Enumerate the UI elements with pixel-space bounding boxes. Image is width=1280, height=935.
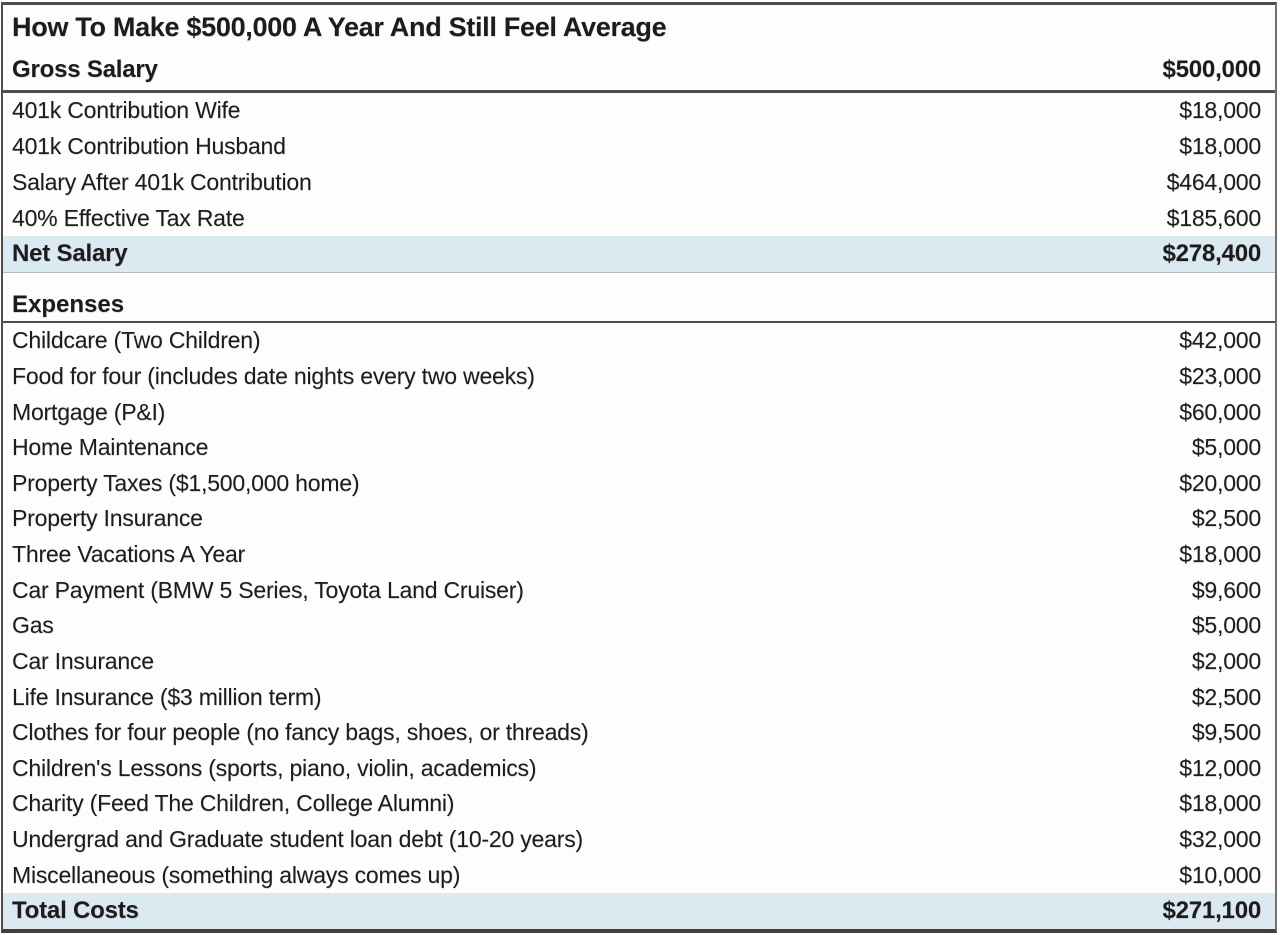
sheet-title: How To Make $500,000 A Year And Still Fe… [3, 5, 1275, 49]
row-value: $42,000 [1179, 327, 1261, 354]
row-value: $500,000 [1162, 55, 1261, 83]
table-row: Salary After 401k Contribution $464,000 [3, 165, 1275, 201]
row-label: Food for four (includes date nights ever… [12, 362, 535, 389]
row-value: $18,000 [1179, 133, 1261, 160]
row-label: Clothes for four people (no fancy bags, … [12, 719, 589, 746]
row-value: $2,000 [1191, 647, 1261, 674]
table-row: Children's Lessons (sports, piano, violi… [3, 751, 1275, 787]
row-value: $5,000 [1191, 434, 1261, 461]
net-salary-row: Net Salary $278,400 [3, 236, 1275, 273]
table-row: Three Vacations A Year $18,000 [3, 537, 1275, 573]
row-label: 40% Effective Tax Rate [12, 204, 245, 231]
table-row: Undergrad and Graduate student loan debt… [3, 822, 1275, 858]
row-value: $18,000 [1179, 541, 1261, 568]
row-label: Property Taxes ($1,500,000 home) [12, 469, 360, 496]
row-value: $32,000 [1179, 826, 1261, 853]
row-label: Salary After 401k Contribution [12, 168, 312, 195]
row-value: $9,500 [1191, 719, 1261, 746]
row-value: $20,000 [1179, 469, 1261, 496]
row-value: $2,500 [1191, 505, 1261, 532]
table-row: 401k Contribution Wife $18,000 [3, 93, 1275, 129]
gross-salary-row: Gross Salary $500,000 [3, 49, 1275, 93]
row-label: Home Maintenance [12, 434, 209, 461]
row-label: 401k Contribution Husband [12, 133, 286, 160]
table-row: Childcare (Two Children) $42,000 [3, 323, 1275, 359]
row-label: Net Salary [12, 240, 128, 267]
row-label: Property Insurance [12, 505, 203, 532]
row-label: Gross Salary [12, 55, 158, 83]
row-label: 401k Contribution Wife [12, 97, 241, 124]
row-label: Charity (Feed The Children, College Alum… [12, 790, 455, 817]
row-value: $18,000 [1179, 790, 1261, 817]
table-row: Car Payment (BMW 5 Series, Toyota Land C… [3, 572, 1275, 608]
table-row: Car Insurance $2,000 [3, 644, 1275, 680]
row-label: Children's Lessons (sports, piano, violi… [12, 754, 537, 781]
row-value: $464,000 [1166, 168, 1262, 195]
row-value: $9,600 [1191, 576, 1261, 603]
table-row: Food for four (includes date nights ever… [3, 359, 1275, 395]
table-row: Home Maintenance $5,000 [3, 430, 1275, 466]
spacer-row [3, 273, 1275, 295]
table-row: Property Taxes ($1,500,000 home) $20,000 [3, 466, 1275, 502]
row-label: Total Costs [12, 897, 139, 924]
section-label: Expenses [12, 291, 125, 318]
expenses-header-row: Expenses [3, 291, 1275, 323]
row-value: $10,000 [1179, 861, 1261, 888]
row-value: $185,600 [1166, 204, 1262, 231]
sheet-title-text: How To Make $500,000 A Year And Still Fe… [12, 11, 667, 42]
row-label: Car Payment (BMW 5 Series, Toyota Land C… [12, 576, 524, 603]
table-row: Miscellaneous (something always comes up… [3, 857, 1275, 893]
row-value: $278,400 [1162, 240, 1261, 267]
row-label: Three Vacations A Year [12, 541, 246, 568]
row-value: $23,000 [1179, 362, 1261, 389]
table-row: Clothes for four people (no fancy bags, … [3, 715, 1275, 751]
row-value: $60,000 [1179, 398, 1261, 425]
table-row: Property Insurance $2,500 [3, 501, 1275, 537]
total-costs-row: Total Costs $271,100 [3, 893, 1275, 929]
table-row: Life Insurance ($3 million term) $2,500 [3, 679, 1275, 715]
row-label: Car Insurance [12, 647, 154, 674]
table-row: Charity (Feed The Children, College Alum… [3, 786, 1275, 822]
table-row: Mortgage (P&I) $60,000 [3, 394, 1275, 430]
row-label: Life Insurance ($3 million term) [12, 683, 322, 710]
table-row: Gas $5,000 [3, 608, 1275, 644]
salary-rows: 401k Contribution Wife $18,000 401k Cont… [3, 93, 1275, 236]
table-row: 401k Contribution Husband $18,000 [3, 129, 1275, 165]
row-value: $271,100 [1162, 897, 1261, 924]
row-label: Undergrad and Graduate student loan debt… [12, 826, 583, 853]
row-value: $18,000 [1179, 97, 1261, 124]
row-label: Mortgage (P&I) [12, 398, 166, 425]
row-label: Gas [12, 612, 54, 639]
row-value: $2,500 [1191, 683, 1261, 710]
table-row: 40% Effective Tax Rate $185,600 [3, 200, 1275, 236]
row-label: Miscellaneous (something always comes up… [12, 861, 461, 888]
row-value: $5,000 [1191, 612, 1261, 639]
row-label: Childcare (Two Children) [12, 327, 261, 354]
row-value: $12,000 [1179, 754, 1261, 781]
expense-rows: Childcare (Two Children) $42,000 Food fo… [3, 323, 1275, 893]
